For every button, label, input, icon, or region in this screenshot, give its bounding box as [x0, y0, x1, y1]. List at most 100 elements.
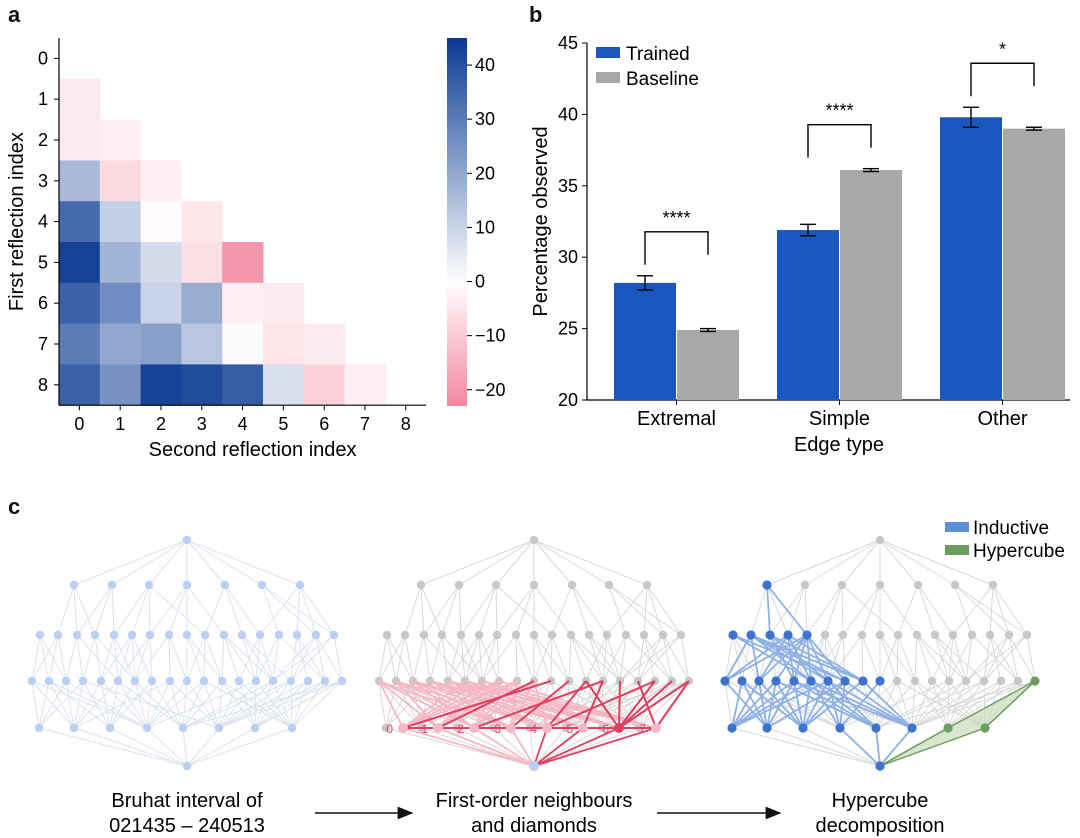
graph-edge [48, 680, 111, 729]
graph-edge [221, 634, 225, 682]
graph-edge [315, 634, 326, 682]
diamond-edge [618, 680, 621, 729]
diamond-edge-bottom [533, 727, 548, 767]
inductive-edge [758, 634, 808, 682]
graph-node [996, 676, 1006, 686]
legend-label-trained: Trained [626, 44, 690, 65]
graph-edge [100, 680, 111, 729]
graph-edge [218, 680, 223, 729]
diamond-node-label: 6 [602, 722, 609, 736]
inductive-edge [875, 727, 881, 767]
graph-node [1004, 630, 1014, 640]
graph-edge [255, 680, 293, 729]
graph-node [567, 580, 577, 590]
graph-node [337, 676, 347, 686]
graph-node [892, 676, 902, 686]
heatmap-y-tick-label: 8 [38, 375, 48, 395]
graph-node [820, 630, 830, 640]
graph-edge [333, 634, 343, 682]
graph-edge [570, 634, 604, 682]
graph-edge [38, 680, 84, 729]
graph-edge [73, 584, 78, 636]
graph-edge [1026, 634, 1036, 682]
graph-edge [186, 727, 293, 767]
graph-node [584, 630, 594, 640]
bar-y-tick-label: 30 [558, 247, 578, 267]
graph-edge [73, 539, 188, 586]
inductive-node [754, 676, 764, 686]
graph-edge [146, 680, 188, 729]
heatmap-cell-8-7 [344, 364, 386, 406]
graph-node [400, 630, 410, 640]
graph-node [604, 580, 614, 590]
caption-line2: 021435 – 240513 [109, 815, 265, 837]
graph-node [492, 630, 502, 640]
neighbour-edge [395, 680, 512, 729]
heatmap-y-tick-label: 6 [38, 293, 48, 313]
graph-node [676, 630, 686, 640]
inductive-edge [793, 634, 808, 682]
bar-chart-panel: 20 25 30 35 40 45 Percentage observed Extremal S… [530, 33, 1070, 456]
heatmap-x-tick-label: 4 [238, 414, 248, 434]
inductive-edge [844, 680, 913, 729]
graph-node [78, 676, 88, 686]
diamond-edge [437, 680, 535, 729]
inductive-node [840, 676, 850, 686]
graph-node [295, 580, 305, 590]
graph-node [382, 630, 392, 640]
inductive-edge [724, 634, 789, 682]
graph-edge [272, 634, 317, 682]
graph-node [53, 630, 63, 640]
heatmap-x-axis-label: Second reflection index [149, 439, 357, 461]
graph-edge [515, 634, 535, 682]
graph-node [127, 630, 137, 640]
graph-edge [296, 634, 326, 682]
heatmap-cell-8-0 [59, 364, 101, 406]
graph-legend-label-hypercube: Hypercube [973, 541, 1065, 562]
graph-node [320, 676, 330, 686]
heatmap-x-tick-label: 1 [115, 414, 125, 434]
heatmap-y-tick-label: 1 [38, 89, 48, 109]
inductive-edge [731, 680, 743, 729]
diamond-node [398, 723, 408, 733]
graph-edge [48, 634, 59, 682]
heatmap-x-tick-label: 5 [278, 414, 288, 434]
graph-node [286, 676, 296, 686]
graph-edge [218, 680, 274, 729]
graph-edge [804, 584, 808, 636]
inductive-edge [775, 680, 804, 729]
graph-edge [73, 680, 171, 729]
inductive-edge [731, 680, 812, 729]
graph-edge [168, 634, 188, 682]
graph-edge [100, 680, 148, 729]
graph-node [303, 676, 313, 686]
graph-edge [182, 680, 292, 729]
diamond-edge [655, 680, 690, 729]
graph-edge [109, 680, 153, 729]
graph-edge [947, 680, 1019, 729]
graph-edge [916, 634, 950, 682]
inductive-node [875, 676, 885, 686]
graph-edge [571, 584, 608, 636]
graph-edge [169, 680, 184, 729]
graph-edge [291, 680, 326, 729]
heatmap-panel: 0 1 2 3 4 5 6 7 8 0 1 2 3 4 5 6 7 8 Second reflection inde… [6, 38, 506, 461]
graph-edge [551, 634, 570, 682]
graph-edge [750, 584, 768, 636]
graph-edge [186, 727, 256, 767]
heatmap-cell-2-0 [59, 119, 101, 161]
inductive-edge [839, 680, 881, 729]
graph-edge [182, 680, 274, 729]
graph-edge [585, 634, 608, 682]
graph-edge [186, 539, 226, 586]
graph-edge [65, 680, 148, 729]
graph-edge [57, 584, 75, 636]
graph-edge [766, 727, 881, 767]
graph-legend-swatch-inductive [945, 522, 969, 532]
graph-node [268, 676, 278, 686]
graph-edge [662, 634, 673, 682]
graph-edge [111, 539, 188, 586]
inductive-edge [827, 680, 913, 729]
inductive-node [727, 723, 737, 733]
graph-node [985, 630, 995, 640]
